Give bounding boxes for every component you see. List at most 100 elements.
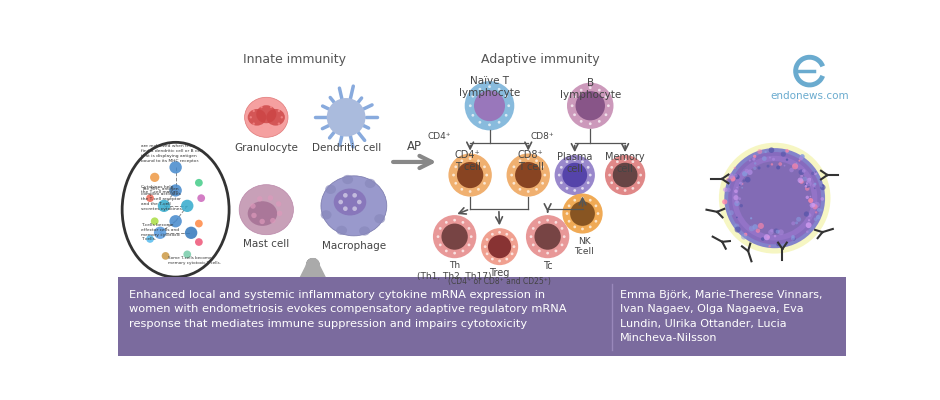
Circle shape xyxy=(183,250,191,258)
Circle shape xyxy=(767,165,770,168)
Circle shape xyxy=(555,250,557,252)
Circle shape xyxy=(604,113,607,116)
Circle shape xyxy=(535,159,538,162)
Circle shape xyxy=(580,89,583,92)
Circle shape xyxy=(806,181,811,186)
Circle shape xyxy=(734,167,736,169)
Text: CD8⁺
T cell: CD8⁺ T cell xyxy=(518,150,543,172)
Circle shape xyxy=(433,215,477,258)
Circle shape xyxy=(781,152,786,157)
Circle shape xyxy=(725,148,825,248)
Circle shape xyxy=(727,188,730,192)
Text: Granulocyte: Granulocyte xyxy=(234,143,298,153)
Text: Mast cell: Mast cell xyxy=(243,239,290,249)
Circle shape xyxy=(771,163,774,166)
Ellipse shape xyxy=(321,210,332,220)
Circle shape xyxy=(505,114,508,117)
Circle shape xyxy=(814,172,817,175)
Circle shape xyxy=(758,149,762,154)
Circle shape xyxy=(477,188,479,191)
Circle shape xyxy=(439,244,442,246)
Circle shape xyxy=(260,126,262,129)
Circle shape xyxy=(797,178,803,183)
Circle shape xyxy=(639,174,642,176)
Circle shape xyxy=(154,227,166,239)
Circle shape xyxy=(809,203,815,208)
Circle shape xyxy=(608,174,611,176)
Circle shape xyxy=(260,106,262,108)
Circle shape xyxy=(776,242,780,246)
Circle shape xyxy=(743,179,745,182)
Text: Treg: Treg xyxy=(490,268,509,278)
Circle shape xyxy=(812,204,818,209)
Circle shape xyxy=(566,212,569,215)
Circle shape xyxy=(798,169,805,175)
Circle shape xyxy=(728,210,734,215)
Circle shape xyxy=(470,235,473,238)
Text: endonews.com: endonews.com xyxy=(770,91,849,101)
Text: are mobilized when they
find a dendritic cell or B cell
that is displaying antig: are mobilized when they find a dendritic… xyxy=(141,144,202,163)
Circle shape xyxy=(488,124,491,126)
Circle shape xyxy=(734,224,739,229)
Circle shape xyxy=(162,252,169,260)
Circle shape xyxy=(607,104,610,107)
Circle shape xyxy=(822,184,824,187)
Text: Tc: Tc xyxy=(542,261,553,271)
Circle shape xyxy=(736,187,738,188)
Circle shape xyxy=(472,114,475,117)
Circle shape xyxy=(251,213,257,218)
Circle shape xyxy=(546,252,549,254)
Circle shape xyxy=(821,185,822,188)
Circle shape xyxy=(566,160,569,163)
Circle shape xyxy=(147,194,154,202)
Circle shape xyxy=(754,162,757,165)
Circle shape xyxy=(738,197,741,200)
Circle shape xyxy=(762,156,767,161)
Circle shape xyxy=(742,171,747,176)
Circle shape xyxy=(814,202,820,208)
Circle shape xyxy=(785,149,789,153)
Circle shape xyxy=(637,166,640,169)
Circle shape xyxy=(253,122,255,125)
Circle shape xyxy=(747,170,753,175)
Circle shape xyxy=(469,157,472,160)
Circle shape xyxy=(573,189,576,192)
Circle shape xyxy=(147,235,154,243)
Circle shape xyxy=(632,160,635,163)
Circle shape xyxy=(805,186,809,191)
Ellipse shape xyxy=(239,185,293,235)
Circle shape xyxy=(632,187,635,190)
Circle shape xyxy=(568,220,571,223)
Circle shape xyxy=(270,106,273,108)
Circle shape xyxy=(798,160,800,162)
Circle shape xyxy=(791,221,795,225)
Circle shape xyxy=(791,235,794,238)
Circle shape xyxy=(791,236,795,240)
Circle shape xyxy=(764,151,767,153)
Text: Dendritic cell: Dendritic cell xyxy=(311,143,381,153)
Circle shape xyxy=(594,204,597,207)
Circle shape xyxy=(588,122,591,125)
Circle shape xyxy=(786,158,789,161)
Circle shape xyxy=(486,252,489,255)
Circle shape xyxy=(486,238,489,241)
Circle shape xyxy=(776,230,780,234)
Circle shape xyxy=(498,260,501,262)
Circle shape xyxy=(507,154,550,197)
Circle shape xyxy=(437,235,439,238)
Circle shape xyxy=(491,258,494,260)
Circle shape xyxy=(749,226,755,231)
Circle shape xyxy=(277,110,280,112)
Circle shape xyxy=(605,155,645,195)
Circle shape xyxy=(250,203,256,209)
Circle shape xyxy=(357,200,362,204)
Ellipse shape xyxy=(325,185,336,194)
Circle shape xyxy=(197,194,205,202)
Circle shape xyxy=(478,88,481,90)
Circle shape xyxy=(452,174,455,176)
Circle shape xyxy=(462,221,464,224)
Circle shape xyxy=(257,196,262,202)
Circle shape xyxy=(739,184,741,186)
Circle shape xyxy=(454,166,457,168)
Circle shape xyxy=(535,188,538,191)
